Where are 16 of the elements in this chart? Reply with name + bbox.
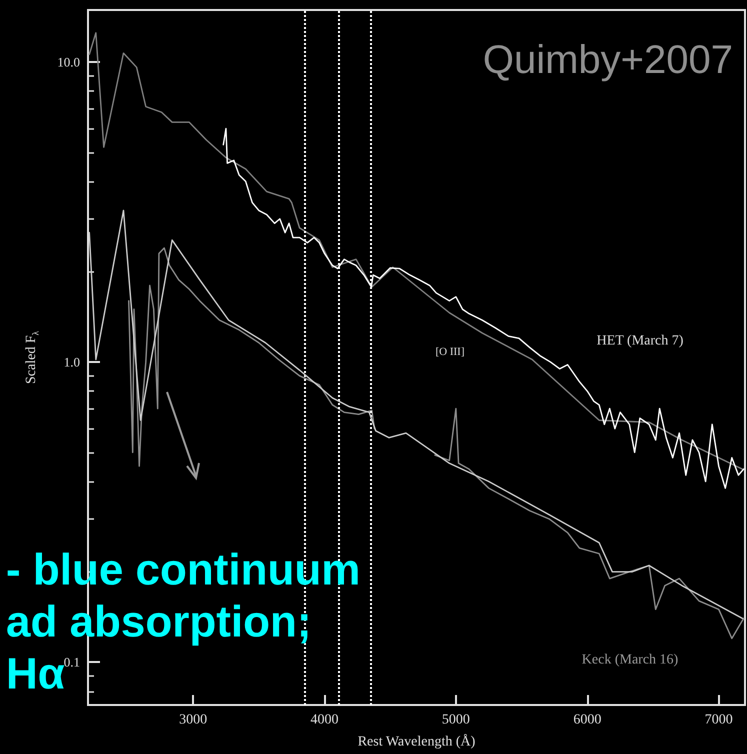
x-tick-label: 5000: [442, 712, 470, 728]
text: Hα: [6, 650, 65, 698]
annotation: [O III]: [435, 346, 465, 358]
annotation: Keck (March 16): [582, 652, 679, 668]
x-axis-title: Rest Wavelength (Å): [358, 734, 476, 750]
x-tick-label: 7000: [704, 712, 733, 728]
y-tick-label: 10.0: [57, 54, 80, 70]
x-tick-label: 3000: [179, 712, 208, 728]
annotation: Quimby+2007: [482, 38, 733, 82]
y-tick-label: 1.0: [64, 354, 80, 370]
y-axis-title: Scaled Fλ: [24, 330, 40, 384]
y-tick-label: 0.1: [64, 654, 80, 670]
x-tick-label: 6000: [573, 712, 602, 728]
annotation: HET (March 7): [596, 334, 684, 348]
line-series: [88, 32, 744, 470]
x-tick-label: 4000: [310, 712, 339, 728]
